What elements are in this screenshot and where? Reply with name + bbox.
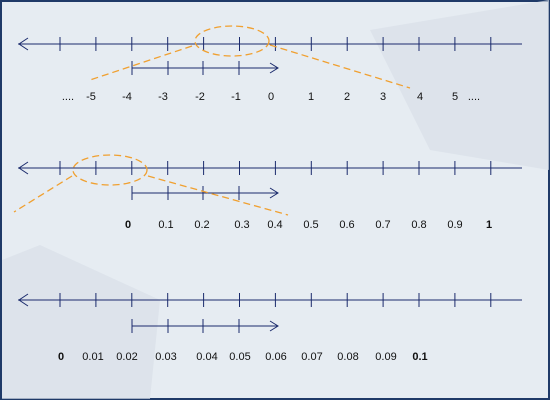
number-label: 0 bbox=[58, 351, 64, 363]
number-label: -4 bbox=[122, 91, 132, 103]
step-arrow-head bbox=[269, 187, 279, 199]
background-shape bbox=[370, 0, 549, 170]
arrow-head bbox=[18, 161, 29, 175]
number-label: 0.1 bbox=[158, 219, 173, 231]
number-label: 0.09 bbox=[375, 351, 396, 363]
zoom-guide bbox=[89, 45, 193, 81]
number-label: 0.02 bbox=[116, 351, 137, 363]
number-label: 0.8 bbox=[411, 219, 426, 231]
number-label: 0.1 bbox=[412, 351, 427, 363]
arrow-head bbox=[18, 293, 29, 307]
step-arrow-head bbox=[269, 320, 279, 332]
number-label: 0.3 bbox=[234, 219, 249, 231]
number-label: 2 bbox=[344, 91, 350, 103]
number-label: 0.05 bbox=[229, 351, 250, 363]
number-label: 0.7 bbox=[375, 219, 390, 231]
background-shape bbox=[2, 245, 160, 399]
number-label: 0.4 bbox=[267, 219, 282, 231]
zoom-guide bbox=[147, 175, 289, 216]
number-label: 1 bbox=[308, 91, 314, 103]
number-label: -5 bbox=[86, 91, 96, 103]
number-label: 0.08 bbox=[337, 351, 358, 363]
number-label: 1 bbox=[486, 219, 492, 231]
number-label: 0.04 bbox=[196, 351, 217, 363]
zoom-ellipse bbox=[72, 154, 148, 186]
number-label: 4 bbox=[417, 91, 423, 103]
number-label: 0.03 bbox=[155, 351, 176, 363]
number-label: 0.2 bbox=[194, 219, 209, 231]
number-label: 0.07 bbox=[301, 351, 322, 363]
number-label: 0.9 bbox=[447, 219, 462, 231]
number-label: -3 bbox=[158, 91, 168, 103]
number-label: 0 bbox=[268, 91, 274, 103]
number-label: -1 bbox=[231, 91, 241, 103]
number-label: 0.06 bbox=[265, 351, 286, 363]
number-label: .... bbox=[468, 91, 480, 103]
step-arrow-head bbox=[269, 62, 279, 74]
zoom-guide bbox=[13, 175, 73, 213]
number-label: 0 bbox=[125, 219, 131, 231]
number-label: 0.5 bbox=[303, 219, 318, 231]
number-label: 0.6 bbox=[339, 219, 354, 231]
number-label: 5 bbox=[452, 91, 458, 103]
zoom-guide bbox=[269, 44, 411, 89]
number-label: 3 bbox=[380, 91, 386, 103]
zoom-ellipse bbox=[194, 25, 270, 57]
arrow-head bbox=[18, 37, 29, 51]
number-label: 0.01 bbox=[82, 351, 103, 363]
number-label: .... bbox=[62, 91, 74, 103]
number-label: -2 bbox=[195, 91, 205, 103]
